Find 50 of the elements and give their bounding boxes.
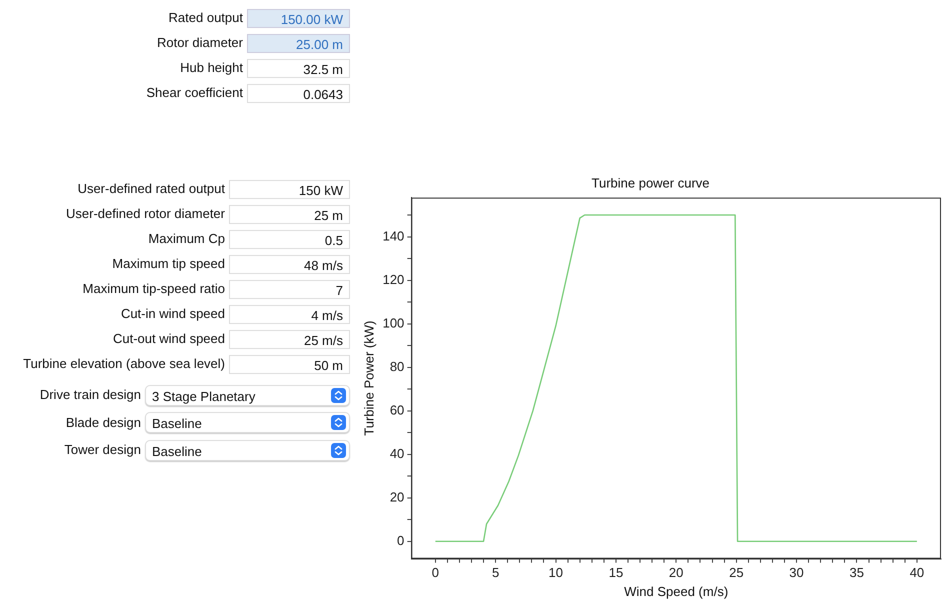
text: 25 m/s (304, 332, 343, 348)
x-tick-label: 30 (789, 565, 804, 580)
y-tick-label: 120 (382, 272, 404, 287)
x-tick-label: 35 (849, 565, 864, 580)
text: Tower design (64, 442, 141, 458)
y-tick-label: 0 (397, 532, 404, 548)
x-tick-label: 5 (492, 565, 500, 580)
text: 150.00 kW (280, 12, 343, 26)
text: Rotor diameter (157, 35, 243, 51)
text: Maximum Cp (148, 231, 225, 247)
y-axis-title: Turbine Power (kW) (361, 320, 376, 436)
text: User-defined rotor diameter (66, 206, 225, 222)
x-tick-label: 25 (729, 565, 744, 580)
y-tick-label: 20 (390, 489, 404, 504)
text: Baseline (152, 444, 202, 458)
x-tick-label: 40 (910, 565, 924, 580)
x-tick-label: 20 (668, 565, 684, 580)
y-tick-label: 100 (382, 315, 404, 330)
text: Maximum tip speed (112, 256, 225, 272)
chart-title: Turbine power curve (591, 175, 710, 190)
text: Blade design (66, 414, 141, 430)
x-tick-label: 10 (548, 565, 563, 580)
text: Baseline (152, 416, 202, 431)
x-axis-title: Wind Speed (m/s) (624, 584, 728, 599)
text: Cut-in wind speed (120, 306, 225, 322)
text: Turbine elevation (above sea level) (23, 356, 225, 372)
x-tick-label: 0 (432, 565, 439, 580)
text: Cut-out wind speed (112, 331, 225, 347)
text: 0.0643 (303, 86, 343, 102)
y-tick-label: 40 (390, 446, 404, 461)
text: 3 Stage Planetary (152, 388, 256, 404)
text: Drive train design (40, 387, 141, 403)
text: 32.5 m (303, 62, 343, 76)
text: 25.00 m (296, 36, 343, 52)
text: Rated output (168, 10, 243, 26)
text: 48 m/s (304, 258, 343, 272)
text: 150 kW (298, 182, 343, 198)
text: 50 m (314, 358, 343, 372)
text: User-defined rated output (78, 181, 225, 197)
text: Hub height (180, 60, 243, 76)
x-tick-label: 15 (608, 565, 624, 580)
text: 7 (336, 282, 343, 298)
text: 25 m (314, 208, 343, 222)
y-tick-label: 60 (390, 402, 404, 418)
text: 4 m/s (311, 308, 343, 322)
text: Shear coefficient (146, 85, 243, 101)
text: Maximum tip-speed ratio (82, 281, 225, 297)
y-tick-label: 140 (382, 228, 404, 244)
y-tick-label: 80 (390, 358, 404, 374)
text: 0.5 (324, 232, 343, 248)
